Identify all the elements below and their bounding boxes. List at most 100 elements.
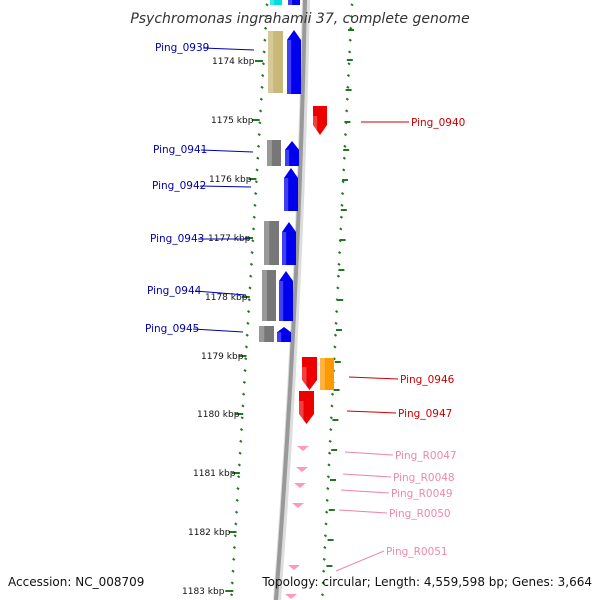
- tick-mark: [326, 475, 330, 479]
- gene-ping-0939-tan: [268, 31, 283, 93]
- tick-mark: [246, 309, 251, 314]
- tick-mark: [259, 97, 263, 101]
- tick-mark: [239, 427, 244, 432]
- rna-marker: [292, 503, 304, 508]
- tick-mark: [251, 227, 256, 231]
- rna-label: Ping_R0047: [395, 450, 457, 462]
- tick-mark: [246, 321, 250, 325]
- tick-mark: [233, 534, 237, 538]
- gene-ping-0940: [313, 106, 327, 135]
- tick-mark: [230, 581, 234, 585]
- label-connector: [200, 149, 254, 153]
- tick-mark: [336, 274, 341, 278]
- gene-ping-0943-gray-body: [264, 221, 279, 265]
- rna-marker: [288, 565, 300, 570]
- tick-mark: [349, 15, 354, 19]
- tick-mark: [257, 133, 261, 137]
- tick-mark: [242, 392, 246, 396]
- gene-ping-0945-gray-body: [259, 326, 274, 342]
- tick-mark: [265, 3, 269, 7]
- tick-mark: [262, 50, 266, 54]
- gene-ping-0939-blue: [287, 30, 301, 94]
- rna-label: Ping_R0051: [386, 546, 448, 558]
- label-connector: [202, 47, 255, 51]
- gene-ping-0941-gray-shine: [267, 140, 272, 166]
- tick-mark: [259, 109, 263, 113]
- gene-ping-0943-gray: [264, 221, 279, 265]
- tick-mark: [343, 133, 348, 137]
- gene-cyan-partial-shine: [270, 0, 275, 5]
- gene-ping-0942: [284, 168, 298, 211]
- tick-mark: [261, 62, 266, 66]
- tick-mark: [322, 569, 326, 573]
- backbone-line: [274, 0, 307, 600]
- tick-mark: [258, 121, 262, 125]
- tick-mark: [329, 416, 333, 420]
- gene-ping-0946-orange-shine: [320, 358, 325, 390]
- gene-label-right: Ping_0947: [398, 408, 452, 420]
- tick-mark: [336, 286, 340, 290]
- gene-ping-0939-blue-shine: [287, 40, 292, 94]
- gene-ping-0941-shine: [285, 149, 290, 166]
- gene-ping-0944-gray-shine: [262, 270, 267, 321]
- label-connector: [348, 376, 399, 380]
- label-connector: [342, 473, 392, 478]
- tick-mark: [232, 557, 236, 561]
- kbp-label: 1179 kbp: [201, 352, 244, 362]
- gene-ping-0939-tan-shine: [268, 31, 274, 93]
- tick-mark: [255, 168, 259, 172]
- tick-mark: [241, 404, 245, 408]
- gene-ping-0944: [279, 271, 293, 321]
- tick-mark: [326, 486, 330, 491]
- gene-label-right: Ping_0940: [411, 117, 465, 129]
- tick-mark: [348, 50, 352, 54]
- gene-ping-0940-shine: [313, 116, 318, 135]
- gene-cyan-partial-body: [270, 0, 282, 5]
- tick-mark: [321, 581, 325, 585]
- topology-text: Topology: circular; Length: 4,559,598 bp…: [261, 575, 592, 589]
- label-connector: [199, 185, 252, 188]
- gene-ping-0945-shine: [277, 332, 282, 342]
- label-connector: [344, 451, 394, 456]
- rna-marker: [296, 467, 308, 472]
- tick-mark: [247, 298, 251, 302]
- tick-mark: [345, 109, 349, 113]
- kbp-label: 1176 kbp: [209, 175, 252, 185]
- gene-ping-0941: [285, 141, 299, 166]
- tick-mark: [252, 215, 256, 219]
- tick-mark: [340, 192, 345, 196]
- kbp-label: 1183 kbp: [182, 587, 225, 597]
- tick-mark: [350, 3, 354, 7]
- gene-cyan-partial: [270, 0, 282, 5]
- gene-label-left: Ping_0939: [155, 42, 209, 54]
- gene-label-left: Ping_0942: [152, 180, 206, 192]
- label-connector: [340, 489, 390, 494]
- gene-ping-0939-tan-body: [268, 31, 283, 93]
- tick-mark: [348, 38, 352, 42]
- gene-ping-0943-shine: [282, 232, 287, 265]
- tick-mark: [245, 333, 249, 337]
- tick-mark: [327, 463, 331, 467]
- gene-ping-0944-body: [279, 271, 293, 321]
- tick-mark: [349, 26, 353, 30]
- gene-ping-0943: [282, 222, 296, 265]
- gene-ping-0947-shine: [299, 401, 304, 424]
- label-connector: [338, 509, 388, 514]
- rna-label: Ping_R0049: [391, 488, 453, 500]
- tick-mark: [242, 380, 246, 384]
- rna-marker: [297, 446, 309, 451]
- tick-mark: [338, 251, 342, 255]
- tick-mark: [333, 345, 337, 349]
- tick-mark: [248, 286, 252, 290]
- tick-mark: [263, 38, 267, 42]
- accession-text: Accession: NC_008709: [8, 575, 144, 589]
- tick-mark: [342, 168, 346, 172]
- tick-mark: [335, 309, 339, 314]
- rna-marker: [285, 594, 297, 599]
- tick-mark: [325, 510, 329, 514]
- tick-mark: [251, 239, 255, 243]
- tick-mark: [346, 74, 351, 78]
- tick-mark: [237, 475, 241, 479]
- gene-label-right: Ping_0946: [400, 374, 455, 386]
